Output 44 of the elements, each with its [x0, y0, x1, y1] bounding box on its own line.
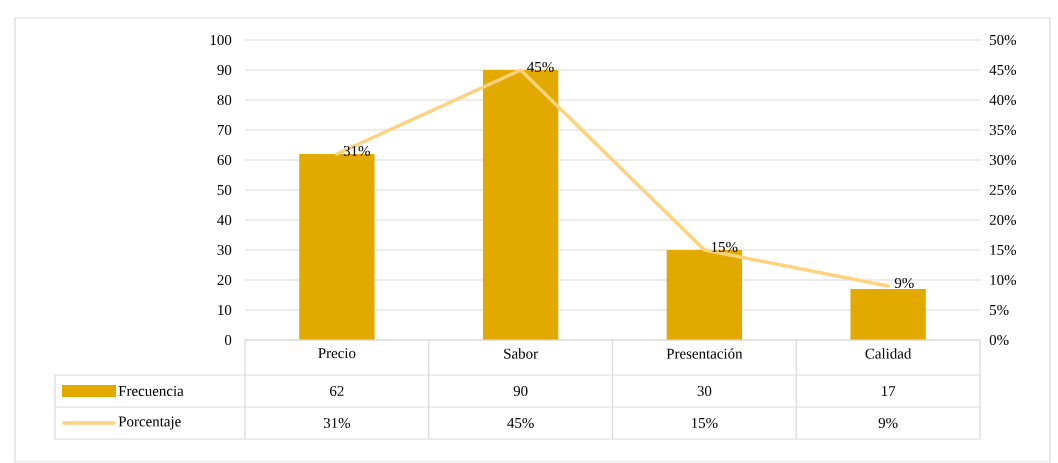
bar: [850, 289, 926, 341]
text: 9%: [894, 278, 914, 289]
data-label: 9%: [878, 418, 898, 429]
y2-tick-label: 5%: [990, 305, 1009, 316]
data-label: 15%: [692, 418, 718, 429]
y-tick-label: 20: [217, 275, 232, 286]
data-label: 17: [881, 386, 896, 397]
y-tick-label: 30: [217, 245, 232, 256]
y2-tick-label: 0%: [989, 335, 1009, 346]
data-label: 30: [697, 386, 712, 397]
legend-label: Frecuencia: [118, 386, 184, 397]
text: 31%: [343, 146, 370, 157]
text: 15%: [711, 242, 738, 253]
y2-tick-label: 30%: [989, 155, 1017, 166]
y2-tick-label: 50%: [990, 35, 1017, 46]
y-tick-label: 60: [217, 155, 232, 166]
bar: [482, 70, 559, 341]
y2-tick-label: 40%: [989, 95, 1017, 106]
x-tick-label: Presentación: [666, 348, 743, 359]
y2-tick-label: 35%: [989, 125, 1017, 136]
data-label: 90: [513, 386, 528, 397]
x-tick-label: Calidad: [865, 348, 912, 359]
bar: [299, 154, 375, 341]
x-tick-label: Sabor: [504, 348, 538, 359]
y-tick-label: 0: [224, 335, 232, 346]
y2-tick-label: 20%: [989, 215, 1017, 226]
text: 45%: [527, 62, 554, 73]
data-label: 45%: [507, 418, 534, 429]
bar: [666, 250, 743, 341]
y2-tick-label: 15%: [990, 245, 1017, 256]
y2-tick-label: 10%: [990, 275, 1017, 286]
y-tick-label: 10: [218, 305, 232, 316]
y-tick-label: 40: [217, 215, 232, 226]
y-tick-label: 50: [217, 185, 232, 196]
data-label: 62: [330, 386, 344, 397]
y-tick-label: 90: [217, 65, 232, 76]
y-tick-label: 70: [217, 125, 232, 136]
y-tick-label: 100: [210, 35, 232, 46]
legend-label: Porcentaje: [118, 416, 181, 430]
y2-tick-label: 45%: [989, 65, 1017, 76]
x-tick-label: Precio: [318, 348, 356, 359]
y-tick-label: 80: [217, 95, 232, 106]
data-label: 31%: [323, 418, 351, 429]
y2-tick-label: 25%: [989, 185, 1017, 196]
